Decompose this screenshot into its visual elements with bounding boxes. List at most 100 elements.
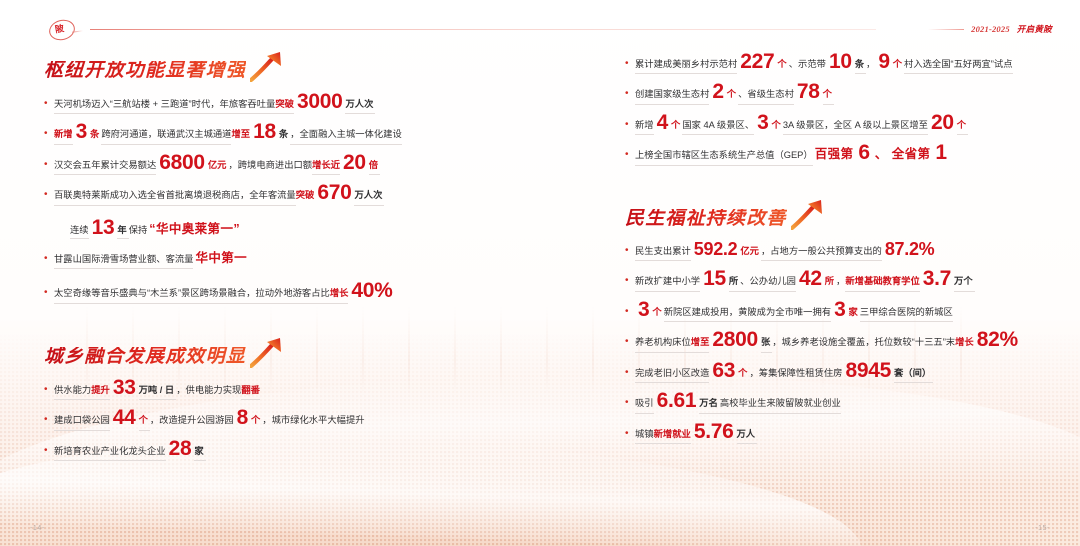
header-right-rule bbox=[928, 28, 965, 30]
bullet-item: • 完成老旧小区改造 63 个，筹集保障性租赁住房 8945 套（间） bbox=[625, 358, 1057, 384]
emphasis-text: 突破 bbox=[295, 190, 315, 201]
section-title: 民生福祉持续改善 bbox=[625, 207, 787, 229]
stat-number: 3.7 bbox=[922, 267, 952, 291]
stat-unit: 个 bbox=[738, 367, 748, 378]
content-section: 城乡融合发展成效明显 • 供水能力 提升 33 万吨 / 日，供电能力实现 翻番 • 建成口袋公… bbox=[44, 332, 514, 462]
body-text: 上榜全国市辖区生态系统生产总值（GEP） bbox=[635, 149, 813, 166]
stat-unit: 个 bbox=[671, 119, 681, 130]
bullet-text: 完成老旧小区改造 63 个，筹集保障性租赁住房 8945 套（间） bbox=[635, 358, 934, 384]
stat-number: 44 bbox=[112, 406, 136, 430]
bullet-dot-icon: • bbox=[625, 427, 629, 439]
stat-number: 3 bbox=[75, 120, 88, 144]
emphasis-text: 增长 bbox=[329, 287, 349, 304]
body-text: 民生支出累计 bbox=[635, 245, 691, 262]
bullet-item: • 民生支出累计 592.2 亿元 ，占地方一般公共预算支出的 87.2% bbox=[625, 240, 1057, 262]
emphasis-text: 增长近 bbox=[312, 159, 341, 176]
bullet-text: 新培育农业产业化龙头企业 28 家 bbox=[54, 438, 206, 462]
bullet-text: 甘露山国际滑雪场营业额、客流量 华中第一 bbox=[54, 249, 249, 270]
bullet-text: 城镇 新增就业 5.76 万人 bbox=[635, 419, 758, 445]
emphasis-text: 增长 bbox=[955, 337, 974, 348]
stat-number: 13 bbox=[91, 215, 115, 239]
bullet-dot-icon: • bbox=[44, 158, 48, 170]
bullet-text: 天河机场迈入“三航站楼 + 三跑道”时代，年旅客吞吐量 突破 3000 万人次 bbox=[54, 90, 376, 115]
emphasis-text: 突破 bbox=[275, 98, 294, 115]
bullet-dot-icon: • bbox=[44, 252, 48, 264]
stat-unit: 条 bbox=[278, 129, 289, 140]
stat-unit: 万吨 / 日 bbox=[138, 384, 177, 401]
emphasis-text: 提升 bbox=[91, 384, 110, 401]
bullet-dot-icon: • bbox=[44, 383, 48, 395]
bullet-item: • 上榜全国市辖区生态系统生产总值（GEP） 百强第 6 、全省第 1 bbox=[625, 141, 1057, 166]
bullet-item: • 百联奥特莱斯成功入选全省首批离境退税商店，全年客流量 突破 670 万人次 bbox=[44, 181, 514, 206]
body-text: 国家 4A 级景区、 bbox=[682, 119, 755, 136]
bullet-item: • 甘露山国际滑雪场营业额、客流量 华中第一 bbox=[44, 249, 514, 270]
brand-logo-icon: 陂 bbox=[46, 17, 84, 43]
stat-number: 6.61 bbox=[656, 389, 697, 413]
growth-arrow-icon bbox=[250, 50, 282, 82]
stat-unit: 万人 bbox=[736, 428, 758, 445]
bullet-dot-icon: • bbox=[625, 58, 629, 69]
stat-number: 227 bbox=[740, 50, 775, 73]
body-text: 连续 bbox=[70, 222, 89, 239]
bullet-dot-icon: • bbox=[625, 397, 629, 409]
body-text: 吸引 bbox=[635, 397, 654, 414]
bullet-list: • 民生支出累计 592.2 亿元 ，占地方一般公共预算支出的 87.2% • 新改扩建中小学… bbox=[625, 240, 1057, 445]
stat-unit: 万人次 bbox=[345, 98, 376, 115]
body-text: 新增 bbox=[635, 119, 654, 136]
bullet-text: 3 个新院区建成投用，黄陂成为全市唯一拥有 3 家三甲综合医院的新城区 bbox=[635, 297, 953, 323]
stat-unit: 所 bbox=[728, 275, 741, 292]
body-text: 、示范带 bbox=[788, 59, 826, 69]
stat-number: 3 bbox=[757, 110, 769, 134]
stat-unit: 亿元 bbox=[207, 159, 227, 170]
header-deck-name: 开启黄陂 bbox=[1016, 24, 1052, 34]
bullet-dot-icon: • bbox=[625, 366, 629, 378]
stat-unit: 张 bbox=[760, 336, 773, 353]
highlight-phrase: 全省第 bbox=[891, 147, 931, 162]
stat-unit: 个 bbox=[777, 59, 787, 69]
section-heading: 枢纽开放功能显著增强 bbox=[44, 46, 514, 82]
bullet-list: • 天河机场迈入“三航站楼 + 三跑道”时代，年旅客吞吐量 突破 3000 万人次 • 新增… bbox=[44, 90, 514, 304]
bullet-text: 百联奥特莱斯成功入选全省首批离境退税商店，全年客流量 突破 670 万人次 bbox=[54, 181, 385, 206]
stat-unit: 家 bbox=[194, 445, 206, 462]
highlight-phrase: 、 bbox=[874, 147, 888, 162]
bullet-text: 供水能力 提升 33 万吨 / 日，供电能力实现 翻番 bbox=[54, 377, 260, 401]
stat-number: 20 bbox=[343, 150, 366, 174]
stat-number: 6 bbox=[858, 141, 870, 165]
stat-number: 5.76 bbox=[693, 419, 734, 443]
slide-header: 陂 2021-2025 开启黄陂 bbox=[46, 17, 1052, 43]
bullet-text: 太空奇缘等音乐盛典与“木兰系”景区跨场景融合，拉动外地游客占比 增长 40% bbox=[54, 280, 396, 304]
stat-unit: 条 bbox=[854, 58, 867, 75]
body-text: ，城乡养老设施全覆盖，托位数较“十三五”末 bbox=[772, 337, 956, 348]
body-text: 建成口袋公园 bbox=[54, 414, 110, 431]
stat-unit: 个 bbox=[250, 415, 261, 426]
bullet-text: 汉交会五年累计交易额达 6800 亿元 ，跨境电商进出口额 增长近 20 倍 bbox=[54, 150, 381, 176]
body-text: ，筹集保障性租赁住房 bbox=[749, 367, 843, 378]
highlight-phrase: “华中奥莱第一” bbox=[149, 221, 240, 236]
stat-number: 3 bbox=[638, 297, 650, 321]
stat-number: 10 bbox=[828, 50, 852, 73]
bullet-item: • 累计建成美丽乡村示范村 227 个、示范带 10 条， 9 个村入选全国“五好两宜”试点 bbox=[625, 50, 1057, 75]
bullet-list: • 供水能力 提升 33 万吨 / 日，供电能力实现 翻番 • 建成口袋公园 44 个，改造提升公… bbox=[44, 377, 514, 462]
stat-unit: 倍 bbox=[368, 159, 381, 176]
bullet-item: • 新增 4 个国家 4A 级景区、 3 个 3A 级景区，全区 A 级以上景区增至 20 个 bbox=[625, 110, 1057, 136]
stat-number: 3000 bbox=[296, 90, 343, 113]
bullet-dot-icon: • bbox=[625, 244, 629, 256]
bullet-dot-icon: • bbox=[625, 118, 629, 130]
stat-number: 63 bbox=[712, 358, 736, 382]
body-text: 跨府河通道，联通武汉主城通道 bbox=[101, 128, 232, 145]
stat-number: 9 bbox=[878, 50, 890, 73]
stat-unit: 年 bbox=[117, 222, 129, 239]
bullet-dot-icon: • bbox=[44, 287, 48, 299]
stat-unit: 所 bbox=[824, 276, 835, 287]
body-text: 累计建成美丽乡村示范村 bbox=[635, 58, 738, 75]
section-heading: 城乡融合发展成效明显 bbox=[44, 332, 514, 368]
bullet-dot-icon: • bbox=[44, 128, 48, 140]
stat-unit: 家 bbox=[848, 306, 858, 317]
stat-unit: 亿元 bbox=[740, 245, 759, 256]
bullet-item: • 养老机构床位 增至 2800 张，城乡养老设施全覆盖，托位数较“十三五”末 增长 82% bbox=[625, 329, 1057, 353]
stat-number: 6800 bbox=[159, 150, 205, 174]
bullet-item: • 城镇 新增就业 5.76 万人 bbox=[625, 419, 1057, 445]
stat-number: 670 bbox=[317, 181, 352, 205]
bullet-list: • 累计建成美丽乡村示范村 227 个、示范带 10 条， 9 个村入选全国“五好两宜”试点 •… bbox=[625, 50, 1057, 166]
